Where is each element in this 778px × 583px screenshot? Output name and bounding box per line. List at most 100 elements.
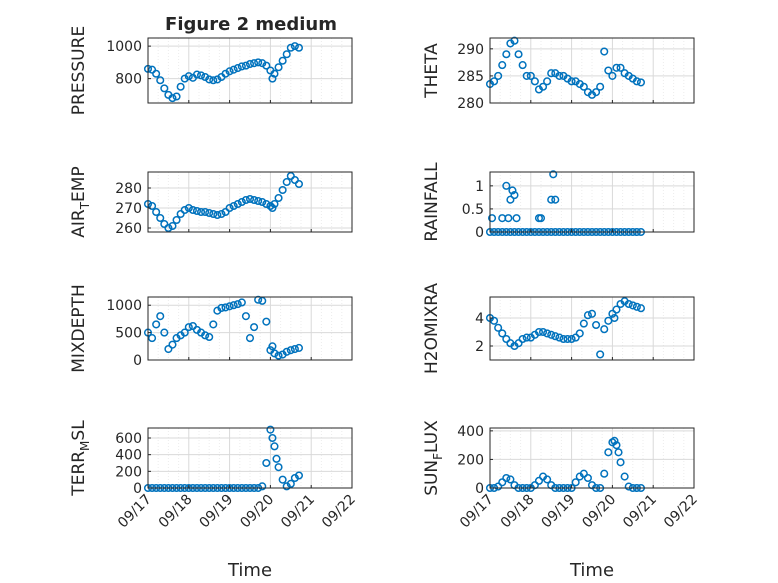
y-axis-label: TERRMSL	[69, 420, 92, 497]
subplot-theta: 280 285 290 THETA	[422, 36, 695, 112]
y-tick-label: 260	[115, 221, 142, 237]
data-point	[596, 350, 605, 359]
data-point	[180, 205, 189, 215]
data-point	[180, 74, 189, 83]
y-tick-label: 270	[115, 201, 142, 217]
data-point	[278, 185, 287, 195]
y-tick-label: 0.5	[462, 202, 484, 218]
x-tick-label: 09/22	[661, 492, 701, 532]
data-point	[209, 320, 218, 329]
data-point	[156, 76, 165, 85]
data-point	[610, 313, 619, 323]
data-point	[278, 56, 287, 65]
data-point	[270, 199, 279, 209]
data-point	[152, 207, 161, 217]
data-point	[567, 334, 576, 344]
data-point	[571, 333, 580, 342]
data-point	[282, 177, 291, 187]
data-point	[254, 295, 263, 304]
data-point	[274, 351, 283, 360]
x-tick-label: 09/18	[156, 492, 196, 532]
data-point	[487, 214, 497, 223]
data-point	[494, 323, 503, 332]
data-point	[184, 203, 193, 213]
subplot-air-temp: 260 270 280 AIRTEMP	[69, 166, 353, 238]
data-point	[530, 77, 539, 86]
data-point	[233, 199, 242, 209]
axes-box	[147, 427, 353, 489]
data-point	[241, 195, 250, 205]
data-point	[233, 300, 242, 309]
data-point	[604, 448, 613, 457]
data-point	[241, 61, 250, 70]
data-point	[518, 61, 527, 70]
data-point	[164, 223, 173, 233]
data-point	[266, 425, 275, 434]
data-point	[192, 206, 202, 216]
axes-box	[489, 171, 695, 233]
data-point	[205, 75, 214, 84]
data-point	[543, 475, 552, 484]
data-point	[274, 463, 283, 472]
y-tick-label: 500	[115, 326, 142, 342]
data-point	[221, 69, 230, 78]
y-tick-label: 0	[133, 481, 142, 497]
data-point	[152, 69, 161, 78]
data-point	[272, 454, 281, 463]
data-point	[567, 77, 576, 86]
data-point	[184, 72, 193, 81]
data-point	[608, 71, 617, 80]
x-tick-label: 09/19	[197, 492, 237, 532]
data-point	[258, 296, 267, 305]
y-tick-label: 280	[115, 181, 142, 197]
data-point	[188, 205, 197, 215]
data-point	[286, 43, 295, 52]
data-point	[270, 442, 279, 451]
axes-box	[147, 171, 353, 233]
x-tick-label: 09/20	[579, 492, 619, 532]
data-point	[180, 328, 189, 337]
data-point	[510, 36, 519, 45]
data-point	[205, 332, 214, 342]
data-point	[624, 482, 633, 491]
data-point	[563, 334, 572, 344]
data-point	[278, 475, 287, 484]
data-point	[522, 71, 531, 80]
data-point	[270, 69, 279, 78]
y-tick-label: 400	[457, 424, 484, 440]
data-point	[571, 478, 580, 487]
data-point	[543, 329, 552, 338]
y-tick-label: 200	[457, 452, 484, 468]
axes-box	[489, 296, 695, 361]
x-tick-label: 09/17	[115, 492, 155, 532]
data-point	[510, 191, 519, 200]
axes-box	[489, 427, 695, 489]
data-point	[294, 43, 304, 52]
data-point	[512, 214, 521, 223]
data-point	[600, 469, 609, 478]
data-point	[152, 320, 161, 329]
data-point	[270, 349, 279, 358]
plot-area	[490, 297, 694, 360]
y-tick-label: 1	[475, 179, 484, 195]
y-tick-label: 0	[133, 353, 142, 369]
data-point	[583, 473, 592, 483]
subplot-pressure: 800 1000 PRESSURE	[69, 26, 353, 115]
data-point	[294, 343, 304, 352]
data-point	[612, 63, 621, 72]
data-point	[508, 186, 517, 195]
y-tick-label: 290	[457, 42, 484, 58]
x-tick-label: 09/22	[319, 492, 359, 532]
data-point	[592, 320, 601, 330]
data-point	[632, 302, 641, 311]
data-point	[258, 482, 267, 491]
data-point	[559, 334, 568, 344]
data-point	[579, 319, 588, 328]
y-tick-label: 800	[115, 72, 142, 88]
y-axis-label: RAINFALL	[422, 162, 442, 242]
data-point	[164, 344, 173, 354]
x-tick-label: 09/20	[237, 492, 277, 532]
data-point	[221, 303, 230, 312]
data-point	[498, 329, 507, 338]
data-point	[225, 302, 234, 311]
